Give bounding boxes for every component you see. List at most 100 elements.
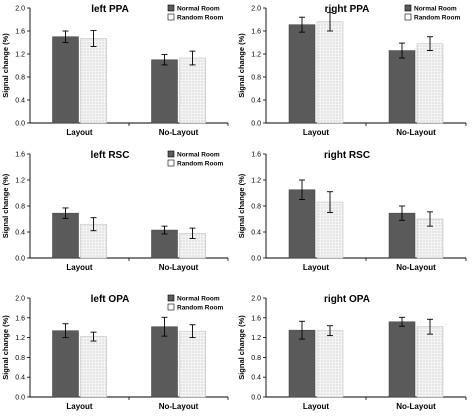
y-tick-label: 0.4 [15,98,25,105]
bar-normal-room [288,189,316,259]
bar-normal-room [288,24,316,124]
chart-panel: left OPA Signal change (%) 0.0 0.4 0.8 1.2 1.6… [1,294,229,411]
bar-random-room [316,330,344,398]
x-category-label: No-Layout [396,128,436,137]
legend: Normal Room Random Room [404,4,460,22]
legend-swatch-random [404,13,412,21]
chart-panel: left PPA Signal change (%) 0.0 0.4 0.8 1.2 1.6… [1,4,229,137]
x-category-label: Layout [303,402,330,411]
y-axis-label: Signal change (%) [1,315,10,380]
bar-normal-room [388,321,416,398]
bar-normal-room [151,59,178,124]
bar-random-room [80,336,107,398]
y-axis-label: Signal change (%) [237,173,246,238]
x-category-label: Layout [303,263,330,272]
y-tick-label: 1.6 [251,29,261,36]
bar-normal-room [288,329,316,398]
y-tick-label: 0.8 [15,355,25,362]
x-category-label: No-Layout [396,263,436,272]
chart-panel: left RSC Signal change (%) 0.0 0.4 0.8 1.2 1.6… [1,150,229,272]
legend-label: Normal Room [177,296,220,303]
x-category-label: Layout [66,402,93,411]
chart-title: right RSC [324,150,370,161]
y-tick-label: 0.4 [15,230,25,237]
chart-title: left PPA [91,4,129,15]
y-tick-label: 0.0 [15,395,25,402]
chart-title: right PPA [325,4,370,15]
legend-swatch-normal [167,150,175,158]
legend-label: Random Room [414,15,460,22]
y-tick-label: 1.2 [15,335,25,342]
y-tick-label: 2.0 [15,296,25,303]
y-tick-label: 0.4 [15,375,25,382]
y-tick-label: 0.4 [251,98,261,105]
y-tick-label: 1.2 [251,52,261,59]
y-tick-label: 0.4 [251,230,261,237]
y-tick-label: 0.8 [251,355,261,362]
legend-label: Random Room [177,161,223,168]
y-axis-label: Signal change (%) [1,33,10,98]
y-tick-label: 0.0 [251,256,261,263]
y-tick-label: 0.0 [251,121,261,128]
legend: Normal Room Random Room [167,150,223,168]
y-tick-label: 1.6 [251,152,261,159]
y-tick-label: 0.4 [251,375,261,382]
chart-title: right OPA [324,294,370,305]
bar-random-room [416,326,444,398]
y-axis-label: Signal change (%) [1,173,10,238]
y-tick-label: 1.2 [15,52,25,59]
bar-normal-room [52,36,79,124]
chart-panel: right RSC Signal change (%) 0.0 0.4 0.8 1.2 1.… [237,150,467,272]
legend-label: Normal Room [177,152,220,159]
x-category-label: Layout [66,128,93,137]
bar-normal-room [52,330,79,398]
bar-normal-room [151,326,178,398]
y-tick-label: 1.2 [251,178,261,185]
y-tick-label: 1.2 [251,335,261,342]
bar-random-room [316,21,344,124]
x-category-label: No-Layout [159,402,199,411]
y-tick-label: 1.6 [251,315,261,322]
bar-random-room [416,43,444,124]
y-tick-label: 0.0 [15,121,25,128]
legend: Normal Room Random Room [167,294,223,312]
chart-panel: right OPA Signal change (%) 0.0 0.4 0.8 1.2 1.… [237,294,467,411]
x-category-label: No-Layout [159,128,199,137]
chart-title: left OPA [91,294,130,305]
legend-label: Random Room [177,15,223,22]
bar-random-room [179,330,206,398]
y-axis-label: Signal change (%) [237,33,246,98]
legend-swatch-normal [167,4,175,12]
y-tick-label: 2.0 [251,296,261,303]
y-tick-label: 0.8 [15,75,25,82]
x-category-label: No-Layout [396,402,436,411]
y-tick-label: 0.8 [251,75,261,82]
x-category-label: No-Layout [159,263,199,272]
legend-swatch-normal [167,294,175,302]
bar-normal-room [52,212,79,259]
bar-random-room [80,38,107,124]
y-tick-label: 1.6 [15,152,25,159]
y-tick-label: 0.8 [15,204,25,211]
y-tick-label: 0.8 [251,204,261,211]
bar-normal-room [151,229,178,259]
legend-swatch-random [167,303,175,311]
legend-label: Normal Room [177,6,220,13]
chart-panel: right PPA Signal change (%) 0.0 0.4 0.8 1.2 1.… [237,4,467,137]
x-category-label: Layout [303,128,330,137]
y-tick-label: 0.0 [15,256,25,263]
legend-label: Random Room [177,305,223,312]
y-tick-label: 2.0 [15,6,25,13]
legend-swatch-normal [404,4,412,12]
bar-normal-room [388,50,416,124]
chart-title: left RSC [91,150,130,161]
y-axis-label: Signal change (%) [237,315,246,380]
y-tick-label: 2.0 [251,6,261,13]
legend-swatch-random [167,13,175,21]
legend: Normal Room Random Room [167,4,223,22]
bar-random-room [179,57,206,124]
y-tick-label: 1.6 [15,29,25,36]
y-tick-label: 1.6 [15,315,25,322]
y-tick-label: 0.0 [251,395,261,402]
